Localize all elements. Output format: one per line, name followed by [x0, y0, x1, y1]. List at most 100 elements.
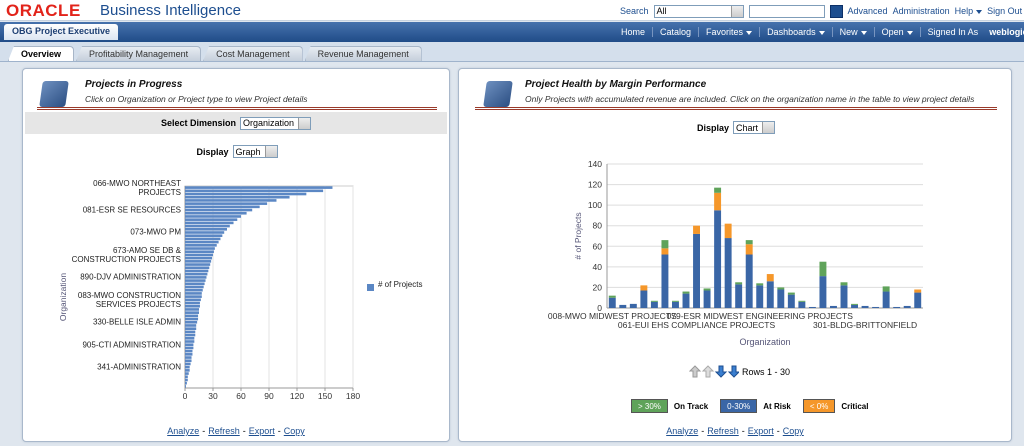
bar-segment: [672, 301, 679, 308]
x-tick-label: 180: [346, 391, 360, 401]
action-link[interactable]: Export: [248, 426, 275, 436]
nav-item[interactable]: Favorites: [699, 27, 761, 37]
dimension-select[interactable]: Organization: [240, 116, 312, 130]
bar-segment: [872, 306, 880, 308]
dimension-value: Organization: [243, 118, 295, 128]
tab-bar: Overview Profitability Management Cost M…: [0, 42, 1024, 62]
arrow-prev[interactable]: [701, 365, 715, 378]
bar-segment: [745, 254, 753, 308]
separator: -: [776, 426, 780, 436]
bar: [185, 208, 253, 212]
tab[interactable]: Cost Management: [203, 46, 303, 61]
bar: [185, 333, 196, 337]
action-link[interactable]: Refresh: [208, 426, 240, 436]
separator: -: [242, 426, 246, 436]
bar: [185, 304, 200, 308]
bar-segment: [756, 285, 764, 308]
display-select[interactable]: Graph: [232, 145, 278, 158]
tab[interactable]: Revenue Management: [304, 46, 422, 61]
nav-item[interactable]: Home: [614, 27, 654, 37]
bar-segment: [650, 300, 658, 302]
legend-swatch: > 30%: [631, 399, 668, 413]
bar: [185, 372, 189, 375]
bar: [185, 320, 198, 324]
nav-item[interactable]: Dashboards: [760, 27, 833, 37]
bar: [185, 224, 230, 228]
action-link[interactable]: Refresh: [707, 426, 739, 436]
arrow-next[interactable]: [714, 365, 728, 378]
x-tick-label: 90: [264, 391, 274, 401]
bar: [185, 237, 221, 241]
bar-segment: [608, 297, 616, 308]
tab[interactable]: Profitability Management: [76, 46, 202, 61]
right-chart: 0 20 40 60 80 100 120 140 008-MWO MIDWEST PROJEC…: [459, 156, 1011, 356]
bar-segment: [830, 305, 837, 308]
dimension-bar: Select Dimension Organization: [25, 112, 447, 134]
nav-item[interactable]: Open: [875, 27, 921, 37]
bar: [185, 195, 290, 199]
bar-segment: [851, 303, 858, 305]
y-tick-label: 40: [593, 262, 603, 272]
search-label: Search: [620, 6, 649, 16]
legend-label: # of Projects: [378, 280, 423, 289]
search-go[interactable]: [829, 4, 843, 18]
user-name[interactable]: weblogic: [989, 27, 1024, 37]
bar: [185, 353, 193, 356]
arrow-last[interactable]: [727, 365, 739, 378]
bar-segment: [914, 289, 922, 293]
separator: -: [277, 426, 281, 436]
x-tick-label: 008-MWO MIDWEST PROJECTS: [548, 311, 677, 321]
category-label: 083-MWO CONSTRUCTION SERVICES PROJECTS: [77, 290, 181, 309]
bar: [185, 250, 214, 254]
tab[interactable]: Overview: [8, 46, 75, 61]
bar-segment: [629, 303, 637, 308]
category-label: 073-MWO PM: [130, 227, 181, 237]
action-link[interactable]: Analyze: [167, 426, 200, 436]
category-label: 330-BELLE ISLE ADMIN: [92, 317, 181, 327]
bar-segment: [693, 225, 700, 234]
search-input[interactable]: [748, 4, 825, 18]
action-link[interactable]: Export: [747, 426, 774, 436]
dashboard-name: OBG Project Executive: [4, 24, 119, 40]
bar-segment: [640, 285, 648, 291]
y-tick-label: 80: [593, 221, 603, 231]
bar-segment: [903, 305, 911, 308]
bar: [185, 227, 227, 231]
action-link[interactable]: Copy: [283, 426, 305, 436]
pager-text: Rows 1 - 30: [742, 366, 791, 377]
nav-item[interactable]: New: [833, 27, 875, 37]
bar: [185, 247, 215, 250]
dimension-label: Select Dimension: [160, 118, 236, 128]
action-link[interactable]: Analyze: [666, 426, 699, 436]
search-scope[interactable]: All: [653, 4, 744, 18]
pager: Rows 1 - 30: [689, 365, 790, 378]
bar-segment: [619, 304, 627, 308]
bar-segment: [608, 295, 616, 298]
nav-item[interactable]: Catalog: [653, 27, 700, 37]
bar: [185, 279, 206, 282]
bar: [185, 343, 194, 347]
display-value: Graph: [235, 146, 261, 157]
bar: [185, 231, 225, 234]
action-link[interactable]: Copy: [782, 426, 804, 436]
bar: [185, 205, 260, 209]
bar-segment: [682, 291, 690, 294]
bar: [185, 308, 199, 311]
arrow-first[interactable]: [689, 365, 702, 378]
header-link[interactable]: Administration: [892, 6, 950, 16]
display-select[interactable]: Chart: [733, 121, 776, 134]
legend-swatch: < 0%: [802, 399, 836, 413]
actions: Analyze - Refresh - Export - Copy: [23, 426, 449, 436]
bar-segment: [766, 281, 774, 308]
header-link[interactable]: Advanced: [847, 6, 888, 16]
pager-arrows[interactable]: [689, 365, 739, 378]
header-link[interactable]: Help: [955, 6, 983, 16]
bar: [185, 253, 213, 257]
bar-segment: [714, 187, 722, 193]
y-tick-label: 120: [588, 180, 602, 190]
header-link[interactable]: Sign Out: [987, 6, 1023, 16]
bar: [185, 356, 192, 359]
separator: -: [741, 426, 745, 436]
x-tick-label: 061-EUI EHS COMPLIANCE PROJECTS: [618, 320, 776, 330]
